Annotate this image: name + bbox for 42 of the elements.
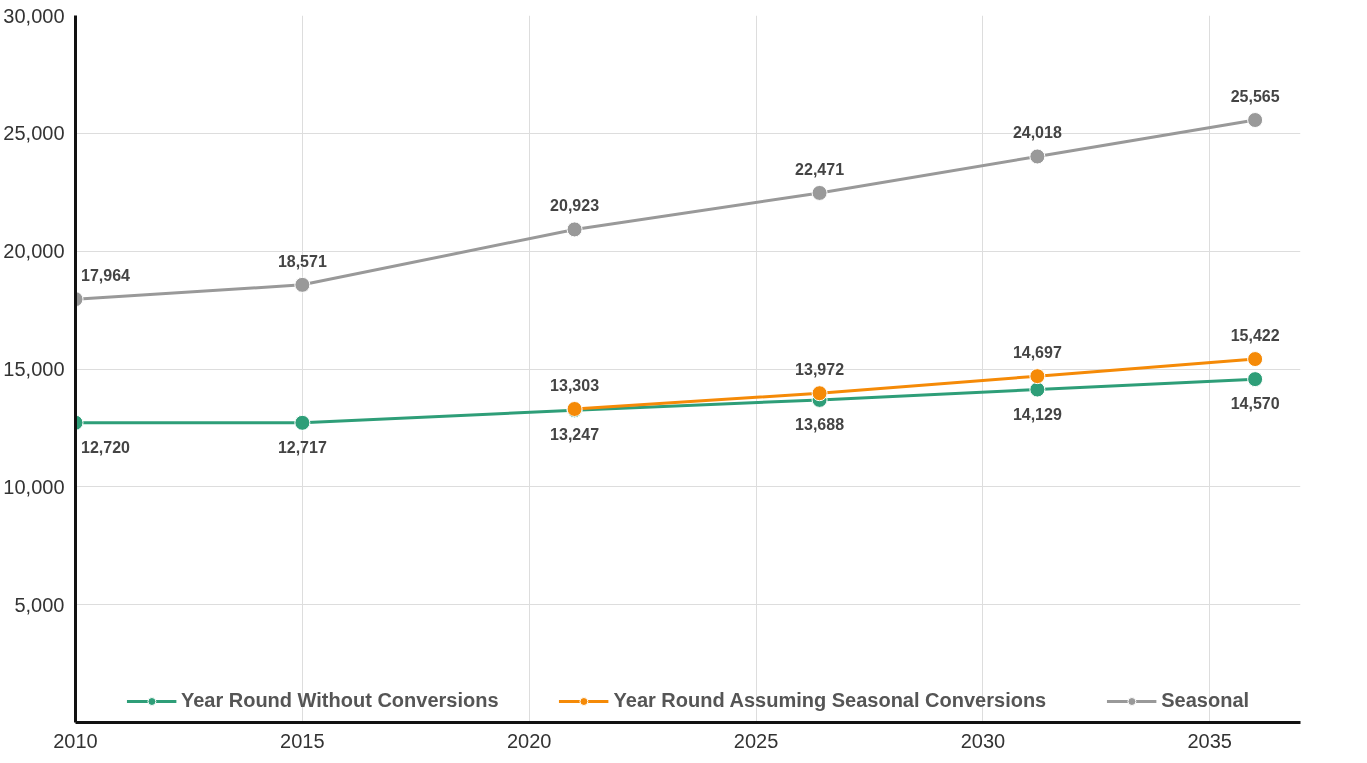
x-tick-label: 2020	[506, 729, 552, 752]
x-tick-label: 2015	[280, 729, 325, 752]
x-tick-label: 2025	[733, 729, 779, 752]
point	[811, 184, 828, 201]
data-label: 12,717	[277, 438, 327, 456]
point	[294, 414, 311, 431]
x-tick-label: 2035	[1187, 729, 1233, 752]
data-label: 14,570	[1230, 395, 1280, 413]
y-tick-label: 30,000	[3, 4, 65, 27]
legend-label: Seasonal	[1161, 689, 1250, 712]
data-label: 15,422	[1230, 327, 1280, 345]
data-label: 13,688	[795, 415, 845, 433]
point	[1029, 381, 1046, 398]
data-label: 20,923	[550, 197, 600, 215]
point	[1247, 371, 1264, 388]
point	[1029, 368, 1046, 385]
point	[294, 276, 311, 293]
data-label: 13,247	[550, 426, 600, 444]
x-tick-label: 2030	[960, 729, 1006, 752]
data-label: 17,964	[81, 267, 131, 285]
data-label: 13,972	[795, 361, 845, 379]
data-label: 25,565	[1230, 88, 1280, 106]
data-label: 12,720	[81, 438, 131, 456]
y-tick-label: 15,000	[3, 358, 65, 380]
data-label: 14,697	[1012, 344, 1062, 362]
legend-label: Year Round Assuming Seasonal Conversions	[613, 689, 1047, 712]
y-tick-label: 5,000	[14, 593, 65, 616]
y-tick-label: 25,000	[3, 122, 65, 145]
point	[1029, 148, 1046, 165]
y-tick-label: 10,000	[3, 475, 65, 498]
legend-label: Year Round Without Conversions	[180, 689, 499, 712]
data-label: 24,018	[1012, 124, 1062, 142]
data-label: 14,129	[1012, 405, 1062, 423]
x-tick-label: 2010	[53, 729, 98, 752]
data-label: 13,303	[550, 376, 600, 394]
point	[1247, 112, 1264, 128]
point	[811, 385, 828, 402]
point	[566, 221, 583, 238]
data-label: 18,571	[277, 252, 327, 270]
y-tick-label: 20,000	[3, 240, 65, 263]
point	[1247, 351, 1264, 368]
data-label: 22,471	[795, 160, 845, 178]
